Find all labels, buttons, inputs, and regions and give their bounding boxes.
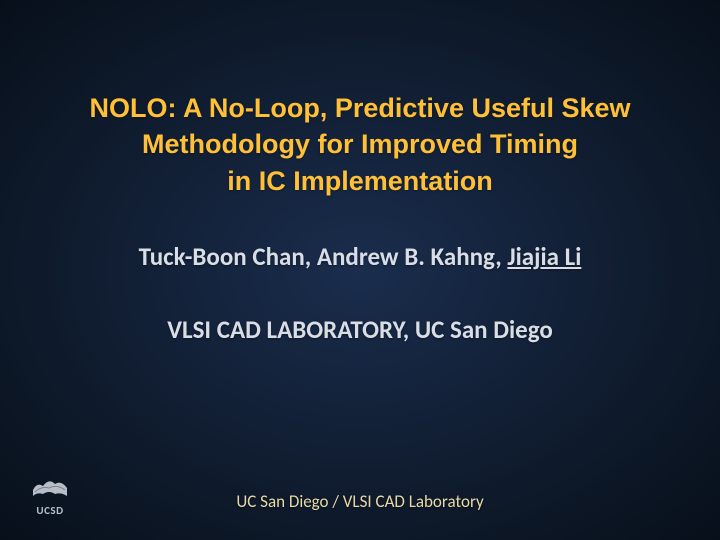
affiliation-line: VLSI CAD LABORATORY, UC San Diego bbox=[0, 314, 720, 345]
ucsd-logo-text: UCSD bbox=[36, 504, 63, 517]
authors-line: Tuck-Boon Chan, Andrew B. Kahng, Jiajia … bbox=[0, 241, 720, 272]
footer-text: UC San Diego / VLSI CAD Laboratory bbox=[0, 491, 720, 512]
slide-container: NOLO: A No-Loop, Predictive Useful Skew … bbox=[0, 0, 720, 540]
slide-title: NOLO: A No-Loop, Predictive Useful Skew … bbox=[0, 90, 720, 199]
authors-prefix: Tuck-Boon Chan, Andrew B. Kahng, bbox=[139, 241, 508, 272]
title-line-1: NOLO: A No-Loop, Predictive Useful Skew bbox=[89, 93, 630, 123]
top-spacer bbox=[0, 0, 720, 90]
title-line-3: in IC Implementation bbox=[227, 166, 493, 196]
ucsd-logo-symbol bbox=[29, 474, 71, 502]
title-line-2: Methodology for Improved Timing bbox=[142, 129, 578, 159]
ucsd-logo: UCSD bbox=[25, 470, 75, 520]
authors-underlined: Jiajia Li bbox=[507, 241, 581, 272]
